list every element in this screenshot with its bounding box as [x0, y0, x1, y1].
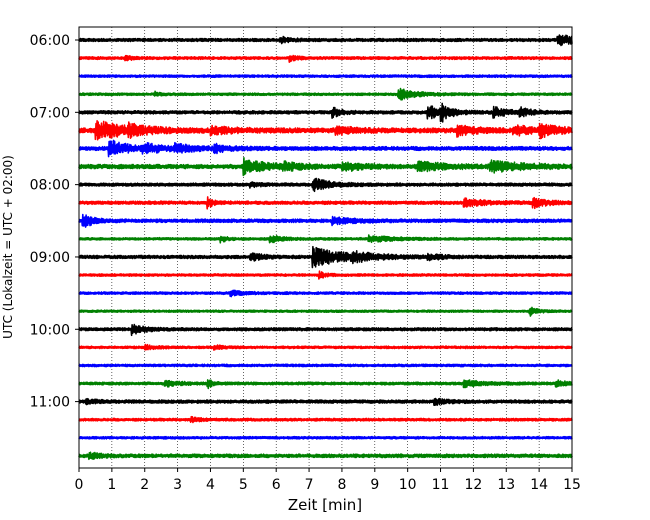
- x-tick-label: 5: [239, 477, 248, 493]
- x-tick-label: 3: [173, 477, 182, 493]
- x-tick-label: 7: [305, 477, 314, 493]
- x-tick-label: 15: [563, 477, 581, 493]
- y-tick-label: 06:00: [30, 33, 70, 49]
- seismogram-trace: [78, 139, 573, 158]
- y-tick-label: 07:00: [30, 105, 70, 121]
- x-tick-label: 12: [464, 477, 482, 493]
- seismogram-trace: [78, 289, 573, 298]
- seismogram-trace: [78, 245, 573, 269]
- seismogram-trace: [78, 157, 573, 177]
- seismogram-trace: [78, 213, 573, 228]
- y-axis-label: UTC (Lokalzeit = UTC + 02:00): [1, 155, 15, 339]
- seismogram-trace: [78, 397, 573, 406]
- seismogram-trace: [78, 343, 573, 351]
- seismogram-trace: [78, 415, 573, 424]
- seismogram-trace: [78, 196, 573, 210]
- seismogram-trace: [78, 74, 573, 79]
- plot-frame: [78, 26, 573, 469]
- y-tick-label: 10:00: [30, 322, 70, 338]
- x-tick-label: 4: [206, 477, 215, 493]
- seismogram-trace: [78, 270, 573, 280]
- seismogram-trace: [78, 177, 573, 193]
- x-tick-label: 9: [370, 477, 379, 493]
- seismogram-traces: [78, 34, 573, 461]
- y-tick-label: 09:00: [30, 250, 70, 266]
- seismogram-trace: [78, 54, 573, 63]
- seismogram-trace: [78, 87, 573, 101]
- x-tick-label: 6: [272, 477, 281, 493]
- seismogram-trace: [78, 323, 573, 337]
- x-tick-label: 0: [75, 477, 84, 493]
- seismogram-trace: [78, 120, 573, 141]
- seismogram-trace: [78, 34, 573, 47]
- x-tick-label: 2: [140, 477, 149, 493]
- x-tick-label: 10: [399, 477, 417, 493]
- x-tick-label: 13: [497, 477, 515, 493]
- x-tick-label: 11: [432, 477, 450, 493]
- seismogram-trace: [78, 451, 573, 461]
- y-tick-label: 11:00: [30, 395, 70, 411]
- seismogram-trace: [78, 363, 573, 368]
- seismogram-trace: [78, 379, 573, 390]
- x-axis-ticks: 0 1 2 3 4 5 6 7 8 9 10 11 12 13 14 15: [75, 468, 581, 493]
- x-axis-label: Zeit [min]: [288, 496, 362, 514]
- x-tick-label: 8: [337, 477, 346, 493]
- seismogram-trace: [78, 102, 573, 123]
- x-tick-label: 1: [107, 477, 116, 493]
- y-axis-ticks: 06:00 07:00 08:00 09:00 10:00 11:00: [30, 33, 79, 411]
- seismogram-trace: [78, 306, 573, 317]
- seismogram-trace: [78, 435, 573, 440]
- seismogram-trace: [78, 234, 573, 244]
- x-tick-label: 14: [530, 477, 548, 493]
- y-tick-label: 08:00: [30, 178, 70, 194]
